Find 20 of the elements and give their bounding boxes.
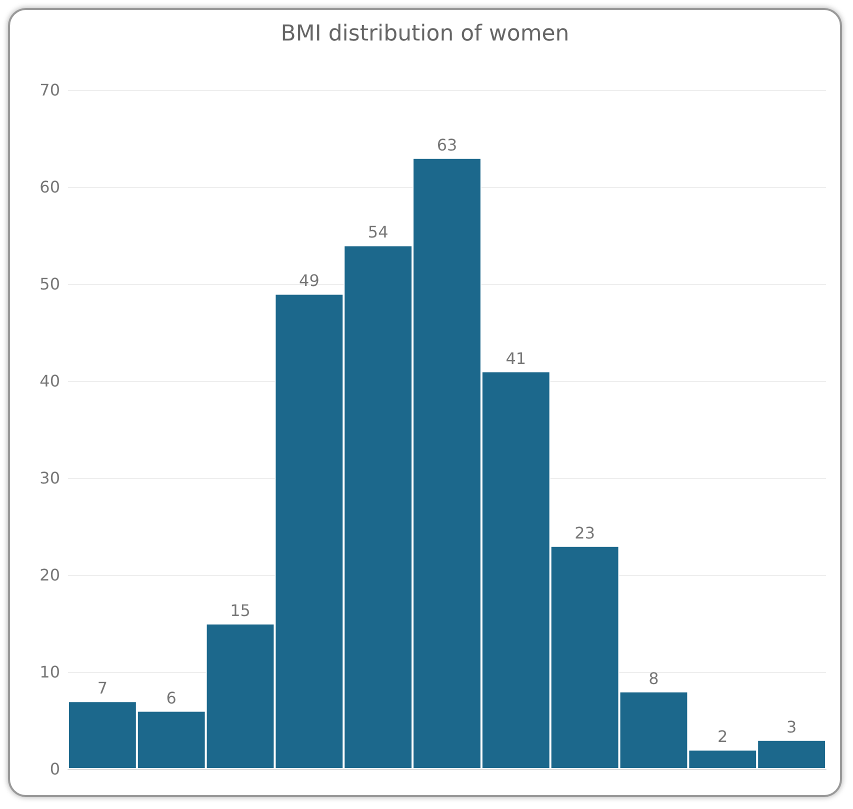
y-tick-label: 20 [40,566,60,584]
chart-title: BMI distribution of women [280,22,570,46]
data-label: 63 [436,135,458,154]
data-label: 49 [299,271,320,290]
y-tick-label: 50 [40,274,60,294]
data-label: 54 [368,222,388,242]
data-label: 2 [718,727,728,746]
y-tick-label: 70 [40,80,60,100]
data-label: 41 [506,348,526,368]
data-label: 23 [574,523,595,542]
y-tick-label: 30 [40,468,60,488]
y-tick-label: 0 [50,760,60,778]
y-tick-label: 40 [40,372,60,390]
data-label: 6 [166,688,176,708]
data-label: 8 [648,668,659,688]
y-tick-label: 10 [40,662,60,682]
data-label: 7 [97,678,108,698]
data-label: 15 [230,601,250,620]
y-tick-label: 60 [40,178,60,196]
data-label: 3 [786,717,797,736]
